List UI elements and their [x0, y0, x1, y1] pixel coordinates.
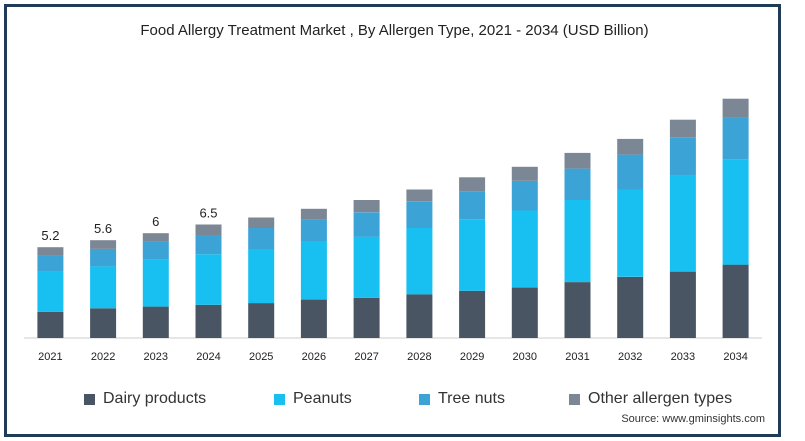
bar-segment-2034-0: [722, 264, 749, 338]
x-tick-label-2026: 2026: [302, 351, 326, 363]
chart-frame: [4, 4, 781, 437]
bar-segment-2027-0: [353, 297, 380, 338]
bar-segment-2033-0: [669, 271, 696, 338]
legend-item-3: Other allergen types: [569, 390, 769, 408]
bar-segment-2033-2: [669, 137, 696, 176]
legend-swatch: [84, 393, 95, 405]
bar-segment-2030-2: [511, 180, 538, 211]
bar-segment-2028-1: [406, 228, 433, 295]
bar-segment-2028-0: [406, 294, 433, 338]
bar-segment-2032-2: [617, 154, 644, 190]
x-tick-label-2030: 2030: [513, 351, 537, 363]
bar-segment-2031-2: [564, 168, 591, 200]
x-tick-label-2034: 2034: [723, 351, 747, 363]
bar-segment-2021-0: [37, 311, 64, 338]
legend-label: Dairy products: [103, 390, 207, 407]
bar-segment-2026-1: [300, 241, 327, 300]
bar-segment-2029-2: [459, 191, 486, 220]
bar-segment-2031-1: [564, 200, 591, 283]
bar-segment-2024-3: [195, 224, 222, 235]
bar-segment-2024-2: [195, 235, 222, 255]
bar-segment-2026-0: [300, 299, 327, 338]
chart-title: Food Allergy Treatment Market , By Aller…: [140, 22, 649, 39]
legend-swatch: [274, 393, 285, 405]
legend-item-2: Tree nuts: [419, 390, 569, 408]
bar-segment-2034-3: [722, 98, 749, 118]
x-tick-label-2031: 2031: [565, 351, 589, 363]
bar-segment-2032-1: [617, 189, 644, 277]
bar-segment-2025-3: [248, 217, 275, 228]
x-tick-label-2028: 2028: [407, 351, 431, 363]
bar-segment-2031-0: [564, 282, 591, 338]
source-note: Source: www.gminsights.com: [621, 413, 765, 425]
bar-segment-2027-1: [353, 236, 380, 298]
bar-segment-2029-0: [459, 290, 486, 338]
chart-legend: Dairy products Peanuts Tree nuts Other alle…: [84, 390, 769, 408]
x-tick-label-2033: 2033: [671, 351, 695, 363]
bar-segment-2025-0: [248, 303, 275, 338]
x-tick-label-2032: 2032: [618, 351, 642, 363]
bar-segment-2029-1: [459, 219, 486, 291]
legend-swatch: [569, 393, 580, 405]
total-label-2023: 6: [152, 214, 159, 229]
x-tick-label-2022: 2022: [91, 351, 115, 363]
bar-segment-2025-2: [248, 228, 275, 249]
legend-label: Other allergen types: [588, 390, 733, 407]
total-label-2021: 5.2: [41, 228, 59, 243]
bar-segment-2034-2: [722, 117, 749, 160]
bar-segment-2033-1: [669, 175, 696, 272]
bar-segment-2022-0: [90, 308, 117, 338]
bar-segment-2034-1: [722, 159, 749, 265]
bar-segment-2031-3: [564, 152, 591, 169]
total-label-2022: 5.6: [94, 221, 112, 236]
bar-segment-2025-1: [248, 248, 275, 303]
legend-label: Tree nuts: [438, 390, 505, 407]
bar-segment-2021-2: [37, 255, 64, 272]
bar-segment-2030-0: [511, 287, 538, 338]
x-tick-label-2023: 2023: [144, 351, 168, 363]
bar-segment-2032-0: [617, 276, 644, 338]
x-tick-label-2025: 2025: [249, 351, 273, 363]
bar-segment-2023-0: [142, 306, 169, 338]
legend-swatch: [419, 393, 430, 405]
bar-segment-2028-2: [406, 201, 433, 228]
bar-segment-2030-3: [511, 166, 538, 181]
legend-label: Peanuts: [293, 390, 352, 407]
x-tick-label-2029: 2029: [460, 351, 484, 363]
legend-item-1: Peanuts: [274, 390, 419, 408]
x-tick-label-2027: 2027: [354, 351, 378, 363]
bar-segment-2026-2: [300, 219, 327, 242]
bar-segment-2024-0: [195, 304, 222, 338]
bar-segment-2030-1: [511, 210, 538, 288]
bar-segment-2022-1: [90, 266, 117, 309]
bar-segment-2027-2: [353, 212, 380, 237]
bar-segment-2022-3: [90, 240, 117, 249]
bar-segment-2024-1: [195, 254, 222, 305]
bar-segment-2023-2: [142, 241, 169, 260]
bar-segment-2033-3: [669, 119, 696, 138]
bar-segment-2023-1: [142, 259, 169, 307]
x-tick-label-2021: 2021: [38, 351, 62, 363]
bar-segment-2027-3: [353, 200, 380, 213]
bar-segment-2021-1: [37, 271, 64, 312]
bar-segment-2029-3: [459, 177, 486, 192]
bar-segment-2022-2: [90, 248, 117, 267]
bar-segment-2032-3: [617, 138, 644, 155]
bar-segment-2026-3: [300, 208, 327, 220]
legend-item-0: Dairy products: [84, 390, 274, 408]
x-tick-label-2024: 2024: [196, 351, 220, 363]
total-label-2024: 6.5: [199, 206, 217, 221]
bar-segment-2023-3: [142, 233, 169, 242]
bar-segment-2028-3: [406, 189, 433, 202]
bar-segment-2021-3: [37, 247, 64, 256]
